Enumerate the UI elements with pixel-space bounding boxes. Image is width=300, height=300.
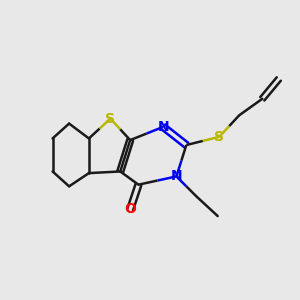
Text: S: S bbox=[214, 130, 224, 144]
Text: S: S bbox=[105, 112, 116, 126]
Text: N: N bbox=[158, 120, 169, 134]
Text: O: O bbox=[124, 202, 136, 216]
Text: N: N bbox=[171, 169, 182, 183]
